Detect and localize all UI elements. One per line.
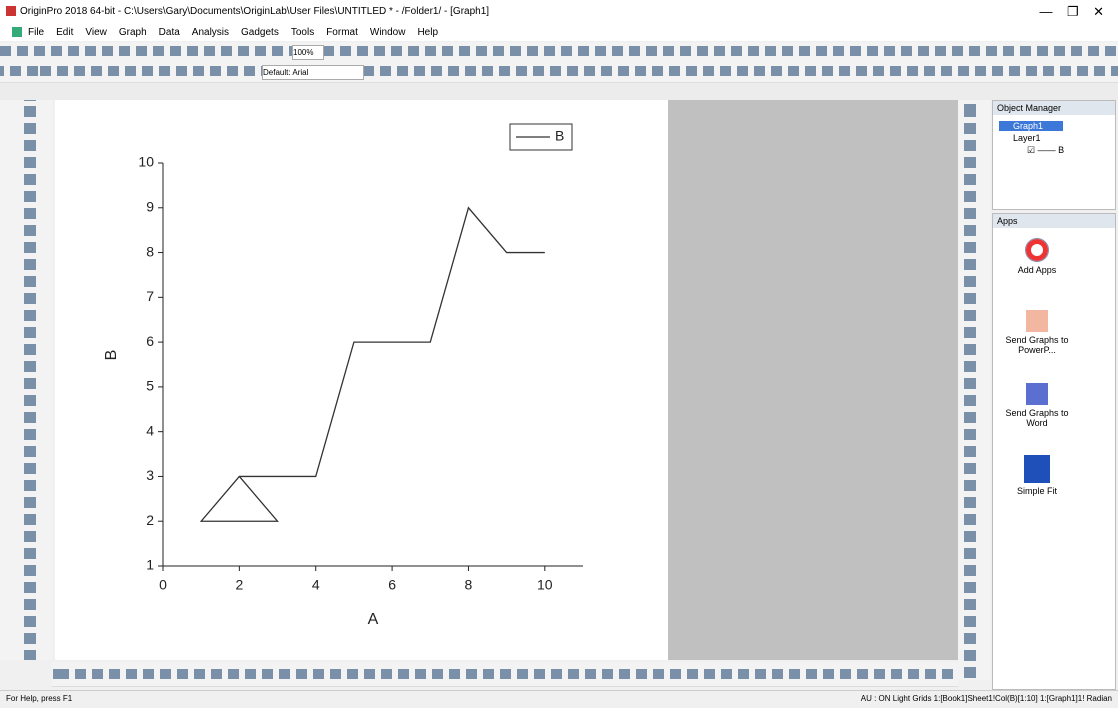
status-left: For Help, press F1 <box>6 694 73 703</box>
tree-item-label: B <box>1058 145 1065 155</box>
toolbar-gap <box>0 83 1118 100</box>
layer-toolbar[interactable] <box>958 100 990 680</box>
y-tick-label: 5 <box>146 378 154 394</box>
object-manager: Object Manager Graph1 Layer1 ☑ —— B <box>992 100 1116 210</box>
menu-item[interactable]: Window <box>369 27 406 38</box>
y-tick-label: 6 <box>146 333 154 349</box>
window-controls[interactable]: — ❐ ✕ <box>1039 4 1104 19</box>
y-tick-label: 3 <box>146 467 154 483</box>
y-tick-label: 4 <box>146 422 154 438</box>
menu-item[interactable]: Analysis <box>191 27 230 38</box>
menu-item[interactable]: Edit <box>56 27 74 38</box>
legend-label: B <box>555 128 564 144</box>
menu-item[interactable]: Gadgets <box>241 27 279 38</box>
y-tick-label: 1 <box>146 557 154 573</box>
status-bar: For Help, press F1 AU : ON Light Grids 1… <box>0 690 1118 708</box>
app-fit[interactable]: Simple Fit <box>1005 455 1069 496</box>
app-label: Add Apps <box>1017 265 1057 275</box>
app-icon <box>1026 383 1048 405</box>
panel-title: Object Manager <box>993 101 1115 115</box>
menu-item[interactable]: Graph <box>118 27 147 38</box>
app-icon <box>1025 238 1049 262</box>
graph-icon <box>12 27 22 38</box>
x-tick-label: 8 <box>465 577 473 593</box>
app-word[interactable]: Send Graphs to Word <box>1005 383 1069 428</box>
toolbar-bottom[interactable] <box>52 662 958 687</box>
y-tick-label: 10 <box>138 154 154 170</box>
menu-item[interactable]: Format <box>326 27 358 38</box>
zoom-box[interactable]: 100% <box>292 45 324 60</box>
tree-item[interactable]: Graph1 <box>999 121 1063 131</box>
x-axis-title: A <box>368 611 379 628</box>
app-icon <box>6 6 16 17</box>
x-tick-label: 10 <box>537 577 553 593</box>
page-background <box>55 100 668 660</box>
x-tick-label: 2 <box>235 577 243 593</box>
tree-item[interactable]: ☑ —— B <box>1027 145 1065 155</box>
y-tick-label: 7 <box>146 288 154 304</box>
app-label: Simple Fit <box>1016 486 1057 496</box>
app-icon <box>1026 310 1048 332</box>
menu-item[interactable]: Data <box>158 27 180 38</box>
title-bar: OriginPro 2018 64-bit - C:\Users\Gary\Do… <box>0 0 1118 25</box>
app-ppt[interactable]: Send Graphs to PowerP... <box>1005 310 1069 355</box>
menu-item[interactable]: Tools <box>290 27 315 38</box>
y-tick-label: 2 <box>146 512 154 528</box>
panel-title: Apps <box>993 214 1115 228</box>
menu-item[interactable]: Help <box>417 27 439 38</box>
app-label: Send Graphs to PowerP... <box>1005 335 1069 355</box>
y-tick-label: 8 <box>146 243 154 259</box>
tree-item[interactable]: Layer1 <box>1013 133 1041 143</box>
x-tick-label: 0 <box>159 577 167 593</box>
workspace <box>668 100 958 660</box>
app-label: Send Graphs to Word <box>1005 408 1069 428</box>
tools-toolbar[interactable] <box>0 100 52 660</box>
menu-bar: File Edit View Graph Data Analysis Gadgets Tool… <box>0 24 1118 41</box>
toolbar-format[interactable]: Default: Arial 100% <box>0 45 1118 83</box>
apps-panel: Apps <box>992 213 1116 690</box>
data-line <box>199 206 545 522</box>
menu-item[interactable]: View <box>85 27 107 38</box>
x-tick-label: 4 <box>312 577 320 593</box>
toolbar-standard[interactable] <box>0 42 1118 63</box>
y-tick-label: 9 <box>146 198 154 214</box>
status-right: AU : ON Light Grids 1:[Book1]Sheet1!Col(… <box>860 694 1112 703</box>
y-axis-title: B <box>103 350 120 361</box>
app-icon <box>1024 455 1050 483</box>
window-title: OriginPro 2018 64-bit - C:\Users\Gary\Do… <box>20 6 490 17</box>
app-add[interactable]: Add Apps <box>1005 238 1069 275</box>
x-tick-label: 6 <box>388 577 396 593</box>
menu-item[interactable]: File <box>28 27 45 38</box>
font-box[interactable]: Default: Arial <box>262 65 364 80</box>
